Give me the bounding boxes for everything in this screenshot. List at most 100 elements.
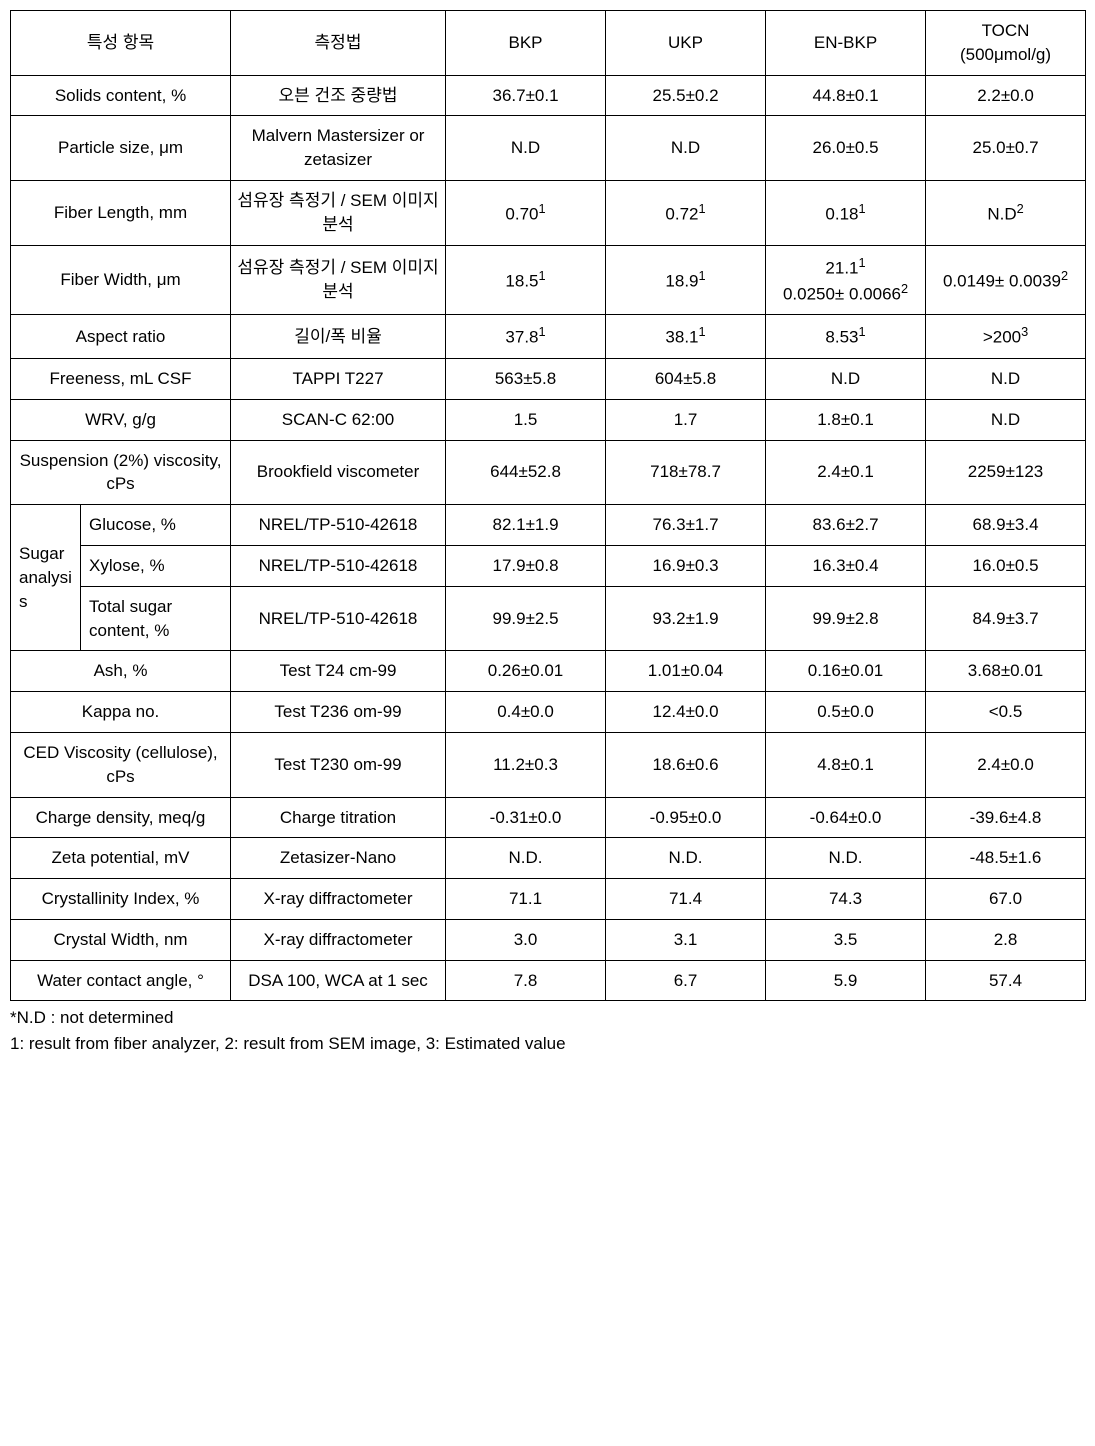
cell-bkp: 0.701: [446, 180, 606, 245]
cell-enbkp: 4.8±0.1: [766, 732, 926, 797]
cell-bkp: 18.51: [446, 245, 606, 315]
cell-method: SCAN-C 62:00: [231, 399, 446, 440]
cell-method: NREL/TP-510-42618: [231, 545, 446, 586]
cell-prop: Charge density, meq/g: [11, 797, 231, 838]
cell-bkp: 0.26±0.01: [446, 651, 606, 692]
cell-method: 섬유장 측정기 / SEM 이미지분석: [231, 180, 446, 245]
cell-tocn: 2.4±0.0: [926, 732, 1086, 797]
cell-enbkp: 83.6±2.7: [766, 505, 926, 546]
cell-enbkp: -0.64±0.0: [766, 797, 926, 838]
cell-enbkp: N.D.: [766, 838, 926, 879]
cell-prop: Particle size, μm: [11, 116, 231, 181]
cell-prop: Fiber Width, μm: [11, 245, 231, 315]
row-crystal-width: Crystal Width, nm X-ray diffractometer 3…: [11, 919, 1086, 960]
cell-method: 섬유장 측정기 / SEM 이미지분석: [231, 245, 446, 315]
cell-ukp: 0.721: [606, 180, 766, 245]
cell-ukp: 6.7: [606, 960, 766, 1001]
cell-bkp: 3.0: [446, 919, 606, 960]
cell-prop: Xylose, %: [81, 545, 231, 586]
header-ukp: UKP: [606, 11, 766, 76]
row-glucose: Sugar analysis Glucose, % NREL/TP-510-42…: [11, 505, 1086, 546]
cell-prop: Water contact angle, °: [11, 960, 231, 1001]
cell-method: Test T230 om-99: [231, 732, 446, 797]
cell-bkp: 0.4±0.0: [446, 692, 606, 733]
row-freeness: Freeness, mL CSF TAPPI T227 563±5.8 604±…: [11, 358, 1086, 399]
cell-prop: Crystal Width, nm: [11, 919, 231, 960]
cell-enbkp: 2.4±0.1: [766, 440, 926, 505]
header-enbkp: EN-BKP: [766, 11, 926, 76]
cell-tocn: -48.5±1.6: [926, 838, 1086, 879]
row-xylose: Xylose, % NREL/TP-510-42618 17.9±0.8 16.…: [11, 545, 1086, 586]
cell-prop: CED Viscosity (cellulose), cPs: [11, 732, 231, 797]
cell-ukp: 18.6±0.6: [606, 732, 766, 797]
row-crystallinity-index: Crystallinity Index, % X-ray diffractome…: [11, 879, 1086, 920]
cell-prop: Total sugar content, %: [81, 586, 231, 651]
cell-bkp: N.D.: [446, 838, 606, 879]
row-fiber-length: Fiber Length, mm 섬유장 측정기 / SEM 이미지분석 0.7…: [11, 180, 1086, 245]
cell-prop: Suspension (2%) viscosity, cPs: [11, 440, 231, 505]
cell-bkp: 11.2±0.3: [446, 732, 606, 797]
cell-tocn: 25.0±0.7: [926, 116, 1086, 181]
cell-bkp: 1.5: [446, 399, 606, 440]
cell-method: Zetasizer-Nano: [231, 838, 446, 879]
cell-enbkp: 0.181: [766, 180, 926, 245]
cell-prop: Zeta potential, mV: [11, 838, 231, 879]
cell-enbkp: 99.9±2.8: [766, 586, 926, 651]
cell-bkp: 99.9±2.5: [446, 586, 606, 651]
cell-ukp: 12.4±0.0: [606, 692, 766, 733]
row-zeta: Zeta potential, mV Zetasizer-Nano N.D. N…: [11, 838, 1086, 879]
cell-tocn: 68.9±3.4: [926, 505, 1086, 546]
cell-method: 오븐 건조 중량법: [231, 75, 446, 116]
cell-sugar-group: Sugar analysis: [11, 505, 81, 651]
row-ced: CED Viscosity (cellulose), cPs Test T230…: [11, 732, 1086, 797]
cell-prop: Ash, %: [11, 651, 231, 692]
cell-ukp: 604±5.8: [606, 358, 766, 399]
header-property: 특성 항목: [11, 11, 231, 76]
cell-bkp: 563±5.8: [446, 358, 606, 399]
row-wrv: WRV, g/g SCAN-C 62:00 1.5 1.7 1.8±0.1 N.…: [11, 399, 1086, 440]
cell-bkp: 37.81: [446, 315, 606, 358]
cell-enbkp: 16.3±0.4: [766, 545, 926, 586]
header-tocn: TOCN(500μmol/g): [926, 11, 1086, 76]
row-solids: Solids content, % 오븐 건조 중량법 36.7±0.1 25.…: [11, 75, 1086, 116]
cell-bkp: -0.31±0.0: [446, 797, 606, 838]
row-ash: Ash, % Test T24 cm-99 0.26±0.01 1.01±0.0…: [11, 651, 1086, 692]
cell-bkp: N.D: [446, 116, 606, 181]
cell-ukp: 76.3±1.7: [606, 505, 766, 546]
row-total-sugar: Total sugar content, % NREL/TP-510-42618…: [11, 586, 1086, 651]
cell-tocn: 2259±123: [926, 440, 1086, 505]
cell-bkp: 71.1: [446, 879, 606, 920]
cell-method: Brookfield viscometer: [231, 440, 446, 505]
cell-prop: WRV, g/g: [11, 399, 231, 440]
row-suspension: Suspension (2%) viscosity, cPs Brookfiel…: [11, 440, 1086, 505]
row-fiber-width: Fiber Width, μm 섬유장 측정기 / SEM 이미지분석 18.5…: [11, 245, 1086, 315]
cell-method: Test T236 om-99: [231, 692, 446, 733]
cell-enbkp: 0.5±0.0: [766, 692, 926, 733]
cell-ukp: 3.1: [606, 919, 766, 960]
cell-ukp: 25.5±0.2: [606, 75, 766, 116]
cell-method: 길이/폭 비율: [231, 315, 446, 358]
cell-method: DSA 100, WCA at 1 sec: [231, 960, 446, 1001]
cell-tocn: 57.4: [926, 960, 1086, 1001]
cell-method: Malvern Mastersizer or zetasizer: [231, 116, 446, 181]
cell-enbkp: 44.8±0.1: [766, 75, 926, 116]
row-water-contact-angle: Water contact angle, ° DSA 100, WCA at 1…: [11, 960, 1086, 1001]
header-bkp: BKP: [446, 11, 606, 76]
cell-bkp: 17.9±0.8: [446, 545, 606, 586]
table-header-row: 특성 항목 측정법 BKP UKP EN-BKP TOCN(500μmol/g): [11, 11, 1086, 76]
cell-tocn: N.D: [926, 399, 1086, 440]
cell-ukp: 1.7: [606, 399, 766, 440]
cell-enbkp: 8.531: [766, 315, 926, 358]
cell-bkp: 644±52.8: [446, 440, 606, 505]
cell-enbkp: 0.16±0.01: [766, 651, 926, 692]
cell-method: X-ray diffractometer: [231, 879, 446, 920]
cell-ukp: -0.95±0.0: [606, 797, 766, 838]
cell-tocn: -39.6±4.8: [926, 797, 1086, 838]
cell-ukp: 16.9±0.3: [606, 545, 766, 586]
cell-prop: Aspect ratio: [11, 315, 231, 358]
cell-ukp: N.D: [606, 116, 766, 181]
row-aspect: Aspect ratio 길이/폭 비율 37.81 38.11 8.531 >…: [11, 315, 1086, 358]
cell-tocn: 84.9±3.7: [926, 586, 1086, 651]
cell-tocn: >2003: [926, 315, 1086, 358]
cell-prop: Kappa no.: [11, 692, 231, 733]
